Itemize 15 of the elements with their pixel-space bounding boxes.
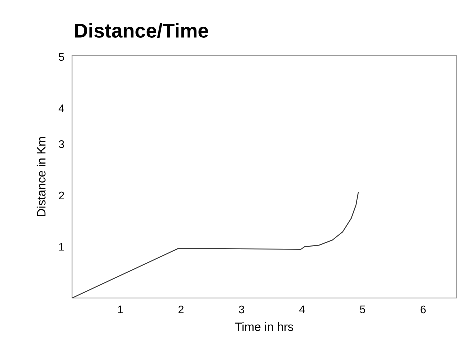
y-tick-label: 3 <box>59 140 64 148</box>
x-tick-label: 3 <box>239 306 244 314</box>
y-tick-label: 2 <box>59 192 64 200</box>
y-tick-label: 4 <box>58 104 64 112</box>
x-tick-label: 6 <box>420 306 426 314</box>
x-tick-label: 1 <box>118 306 124 314</box>
x-tick-label: 2 <box>178 306 184 314</box>
x-axis-title: Time in hrs <box>235 322 294 332</box>
y-tick-label: 5 <box>59 53 64 62</box>
x-tick-label: 5 <box>360 306 366 314</box>
chart-title: Distance/Time <box>75 23 208 38</box>
y-axis-title: Distance in Km <box>36 137 46 216</box>
line-series <box>72 192 360 298</box>
x-tick-label: 4 <box>300 306 306 314</box>
y-tick-label: 1 <box>59 243 64 251</box>
